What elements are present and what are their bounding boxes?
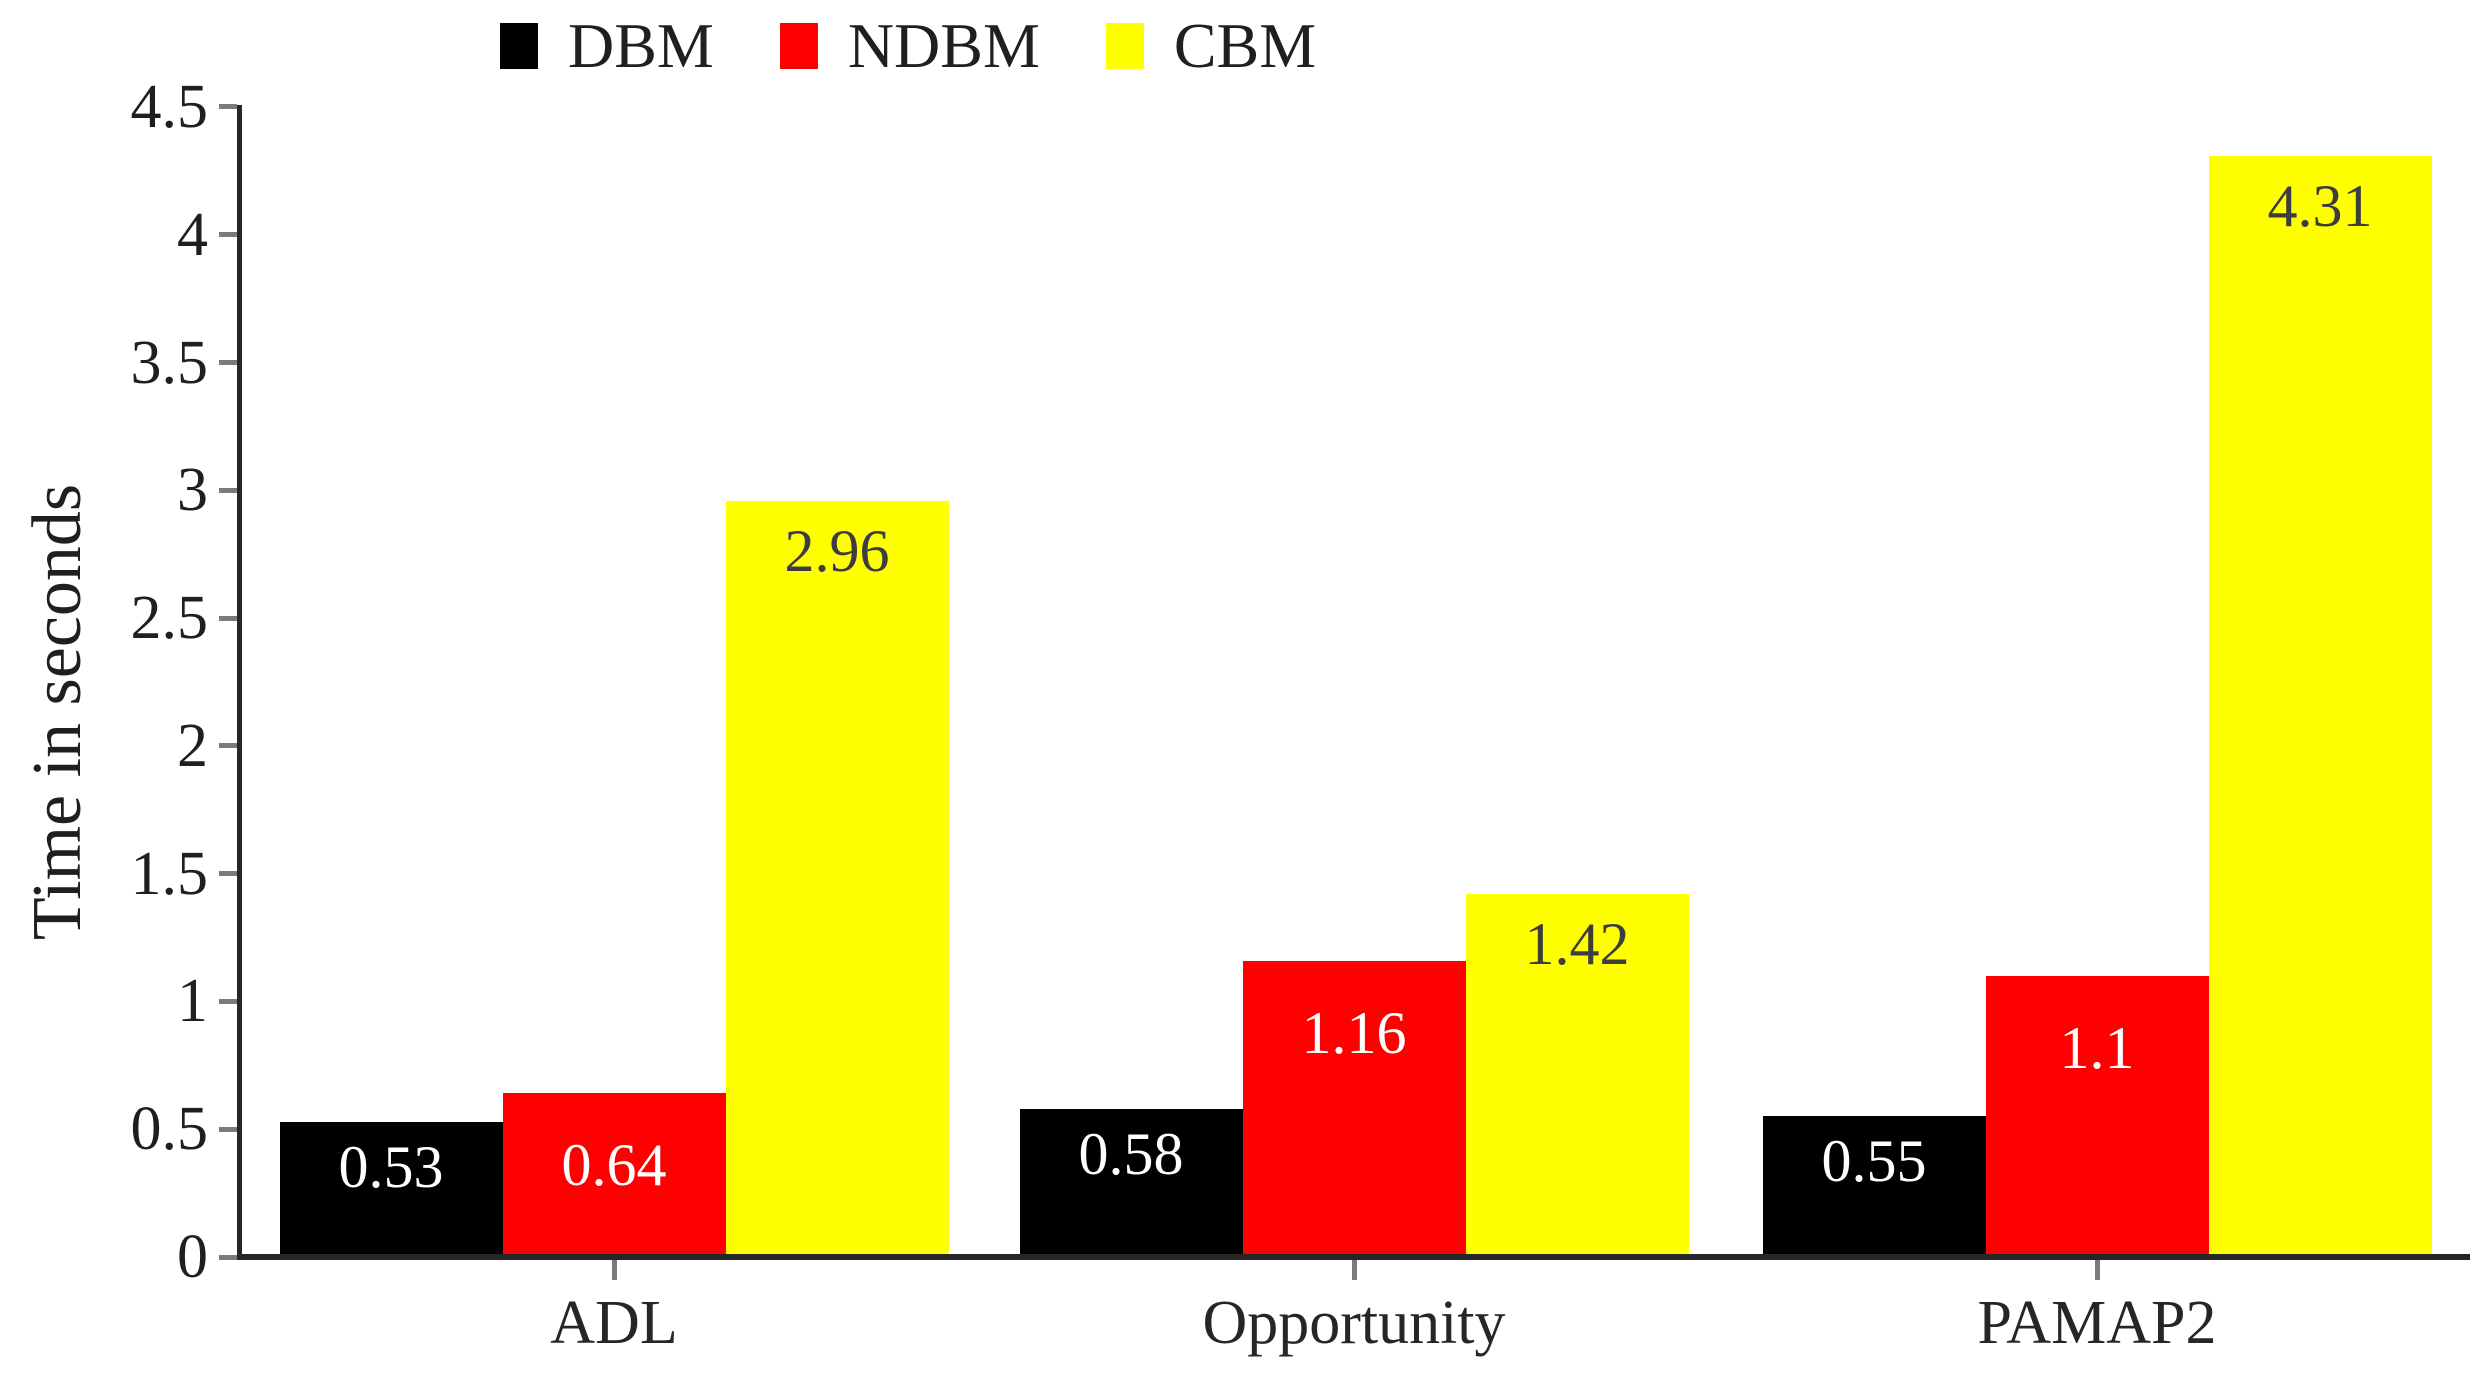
y-tick [219, 615, 237, 621]
bar-value-label: 0.58 [1078, 1121, 1184, 1187]
legend-item-dbm: DBM [500, 14, 714, 78]
y-tick-label: 3 [177, 456, 208, 525]
bar-value-label: 4.31 [2267, 173, 2373, 239]
x-tick [1351, 1260, 1357, 1280]
bar-dbm-pamap2 [1762, 1116, 1986, 1257]
legend-swatch-cbm [1105, 23, 1144, 69]
bar-cbm-adl [725, 501, 949, 1257]
x-tick-label-adl: ADL [550, 1289, 678, 1357]
bar-value-label: 1.16 [1301, 1000, 1407, 1066]
y-tick [219, 360, 237, 366]
bar-value-label: 0.53 [338, 1134, 444, 1200]
bar-dbm-adl [279, 1122, 503, 1257]
y-tick [219, 1254, 237, 1260]
y-tick-label: 2 [177, 711, 208, 780]
y-tick-label: 1 [177, 967, 208, 1036]
y-tick [219, 104, 237, 110]
y-tick [219, 232, 237, 238]
x-tick-label-opportunity: Opportunity [1202, 1289, 1506, 1357]
y-tick [219, 743, 237, 749]
bar-dbm-opportunity [1019, 1109, 1243, 1257]
y-tick-label: 1.5 [130, 839, 209, 908]
x-tick [2094, 1260, 2100, 1280]
y-tick-label: 2.5 [130, 584, 209, 653]
x-tick [611, 1260, 617, 1280]
legend: DBM NDBM CBM [500, 14, 1316, 78]
legend-label: CBM [1173, 10, 1317, 81]
legend-label: NDBM [847, 10, 1040, 81]
y-tick-label: 4.5 [130, 72, 209, 141]
bar-value-label: 2.96 [784, 518, 890, 584]
bar-value-label: 0.55 [1821, 1128, 1927, 1194]
y-tick [219, 487, 237, 493]
y-tick-label: 4 [177, 200, 208, 269]
bar-ndbm-opportunity [1242, 961, 1466, 1257]
legend-label: DBM [568, 10, 714, 81]
bar-value-label: 1.1 [2059, 1015, 2135, 1081]
bar-ndbm-adl [502, 1093, 726, 1257]
bar-value-label: 0.64 [561, 1132, 667, 1198]
y-tick-label: 0.5 [130, 1095, 209, 1164]
bar-value-label: 1.42 [1524, 911, 1630, 977]
y-tick-label: 3.5 [130, 328, 209, 397]
legend-swatch-ndbm [779, 23, 818, 69]
legend-item-ndbm: NDBM [779, 10, 1040, 81]
y-tick [219, 871, 237, 877]
y-axis-line [237, 105, 242, 1260]
bar-cbm-opportunity [1465, 894, 1689, 1257]
x-axis-line [237, 1254, 2470, 1260]
x-tick-label-pamap2: PAMAP2 [1977, 1289, 2217, 1357]
y-tick [219, 1126, 237, 1132]
bar-cbm-pamap2 [2208, 156, 2432, 1257]
y-tick [219, 998, 237, 1004]
bar-ndbm-pamap2 [1985, 976, 2209, 1257]
y-tick-label: 0 [177, 1223, 208, 1291]
legend-item-cbm: CBM [1105, 10, 1317, 81]
legend-swatch-dbm [500, 23, 538, 69]
